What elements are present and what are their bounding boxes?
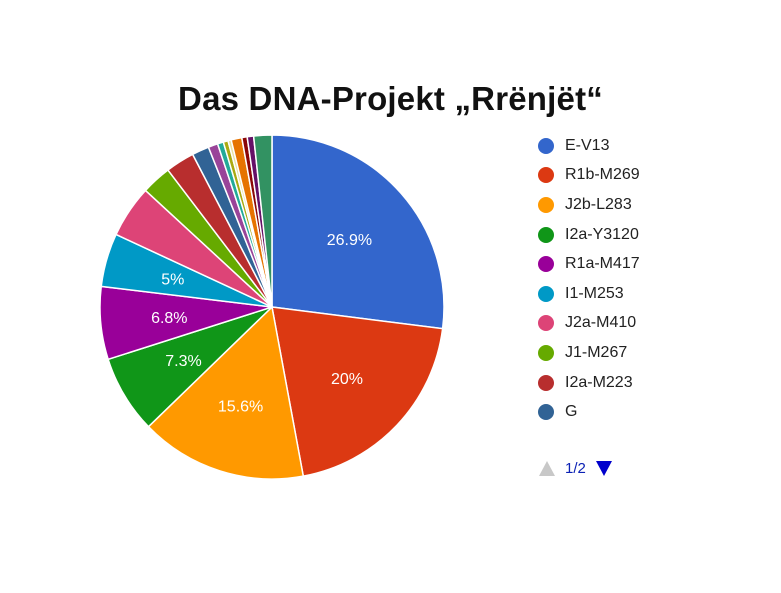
legend-dot-icon (538, 374, 554, 391)
legend-item[interactable]: I2a-M223 (538, 368, 738, 398)
legend-label: I1-M253 (565, 284, 624, 302)
legend-label: G (565, 403, 578, 421)
slice-percentage-label: 20% (331, 371, 363, 388)
pie-slice[interactable] (252, 134, 273, 308)
pie-slice[interactable] (147, 305, 305, 480)
legend-label: R1b-M269 (565, 166, 640, 184)
legend-dot-icon (538, 285, 554, 302)
legend-dot-icon (538, 226, 554, 243)
legend-item[interactable]: E-V13 (538, 131, 738, 161)
legend-dot-icon (538, 344, 554, 361)
legend: E-V13 R1b-M269 J2b-L283 I2a-Y3120 R1a-M4… (538, 131, 738, 427)
slice-percentage-label: 5% (161, 272, 184, 289)
legend-dot-icon (538, 196, 554, 213)
legend-label: I2a-Y3120 (565, 225, 639, 243)
legend-label: E-V13 (565, 136, 610, 154)
triangle-down-icon[interactable] (595, 461, 612, 476)
legend-item[interactable]: G (538, 397, 738, 427)
legend-item[interactable]: R1b-M269 (538, 161, 738, 191)
slice-percentage-label: 15.6% (218, 398, 263, 415)
triangle-up-icon[interactable] (539, 461, 555, 476)
legend-pager: 1/2 (539, 460, 612, 477)
legend-item[interactable]: R1a-M417 (538, 249, 738, 279)
legend-label: J2a-M410 (565, 314, 637, 332)
legend-dot-icon (538, 137, 554, 154)
slice-percentage-label: 6.8% (151, 310, 187, 327)
legend-dot-icon (538, 404, 554, 421)
pie-slice[interactable] (271, 306, 444, 478)
pie-slice[interactable] (271, 134, 445, 330)
legend-item[interactable]: I1-M253 (538, 279, 738, 309)
pager-page-indicator: 1/2 (565, 460, 586, 477)
legend-dot-icon (538, 315, 554, 332)
slice-percentage-label: 7.3% (165, 353, 201, 370)
legend-dot-icon (538, 256, 554, 273)
legend-label: J2b-L283 (565, 195, 632, 213)
legend-dot-icon (538, 167, 554, 184)
chart-title: Das DNA-Projekt „Rrënjët“ (178, 80, 603, 117)
legend-item[interactable]: J2b-L283 (538, 190, 738, 220)
slice-percentage-label: 26.9% (327, 232, 372, 249)
legend-label: I2a-M223 (565, 373, 633, 391)
legend-item[interactable]: J1-M267 (538, 338, 738, 368)
legend-item[interactable]: J2a-M410 (538, 309, 738, 339)
legend-label: J1-M267 (565, 343, 628, 361)
legend-item[interactable]: I2a-Y3120 (538, 220, 738, 250)
legend-label: R1a-M417 (565, 255, 640, 273)
